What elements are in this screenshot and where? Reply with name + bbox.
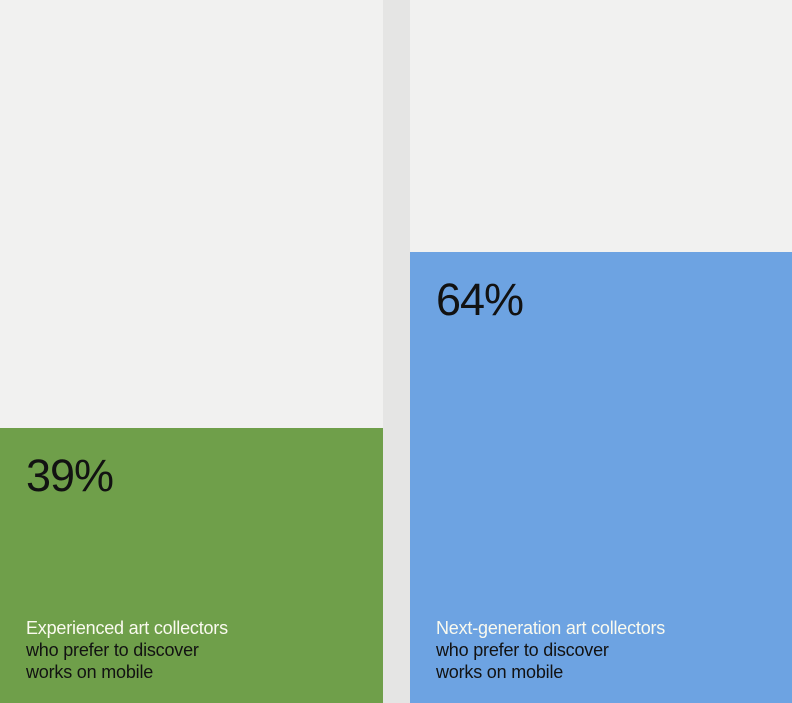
bar-caption: Next-generation art collectors who prefe… (436, 617, 665, 683)
bar-next-generation-collectors: 64% Next-generation art collectors who p… (410, 252, 792, 703)
bar-caption-line: works on mobile (436, 662, 564, 682)
bar-caption: Experienced art collectors who prefer to… (26, 617, 228, 683)
bar-experienced-collectors: 39% Experienced art collectors who prefe… (0, 428, 383, 703)
bar-caption-line: works on mobile (26, 662, 154, 682)
bar-caption-line: who prefer to discover (26, 640, 199, 660)
column-divider (383, 0, 410, 703)
bar-value-label: 39% (26, 450, 114, 501)
bar-value-label: 64% (436, 274, 524, 325)
bar-caption-audience: Experienced art collectors (26, 618, 228, 638)
bar-caption-line: who prefer to discover (436, 640, 609, 660)
bar-caption-audience: Next-generation art collectors (436, 618, 666, 638)
